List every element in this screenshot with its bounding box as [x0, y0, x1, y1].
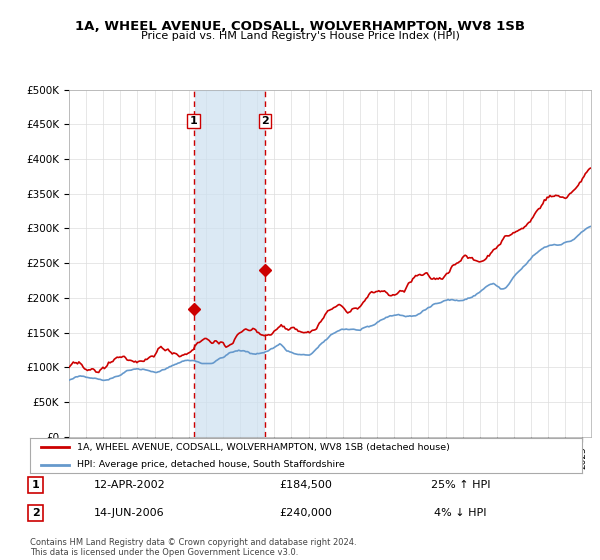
Text: 25% ↑ HPI: 25% ↑ HPI — [431, 480, 490, 490]
Text: 2: 2 — [261, 116, 269, 126]
Text: £184,500: £184,500 — [280, 480, 332, 490]
Text: HPI: Average price, detached house, South Staffordshire: HPI: Average price, detached house, Sout… — [77, 460, 344, 469]
Text: 2: 2 — [32, 508, 40, 518]
Text: 1A, WHEEL AVENUE, CODSALL, WOLVERHAMPTON, WV8 1SB: 1A, WHEEL AVENUE, CODSALL, WOLVERHAMPTON… — [75, 20, 525, 32]
Text: 4% ↓ HPI: 4% ↓ HPI — [434, 508, 487, 518]
Text: 12-APR-2002: 12-APR-2002 — [94, 480, 165, 490]
Text: 1: 1 — [32, 480, 40, 490]
Text: £240,000: £240,000 — [280, 508, 332, 518]
Text: 14-JUN-2006: 14-JUN-2006 — [94, 508, 164, 518]
Text: Contains HM Land Registry data © Crown copyright and database right 2024.
This d: Contains HM Land Registry data © Crown c… — [30, 538, 356, 557]
Text: 1: 1 — [190, 116, 197, 126]
Text: Price paid vs. HM Land Registry's House Price Index (HPI): Price paid vs. HM Land Registry's House … — [140, 31, 460, 41]
Text: 1A, WHEEL AVENUE, CODSALL, WOLVERHAMPTON, WV8 1SB (detached house): 1A, WHEEL AVENUE, CODSALL, WOLVERHAMPTON… — [77, 442, 450, 452]
